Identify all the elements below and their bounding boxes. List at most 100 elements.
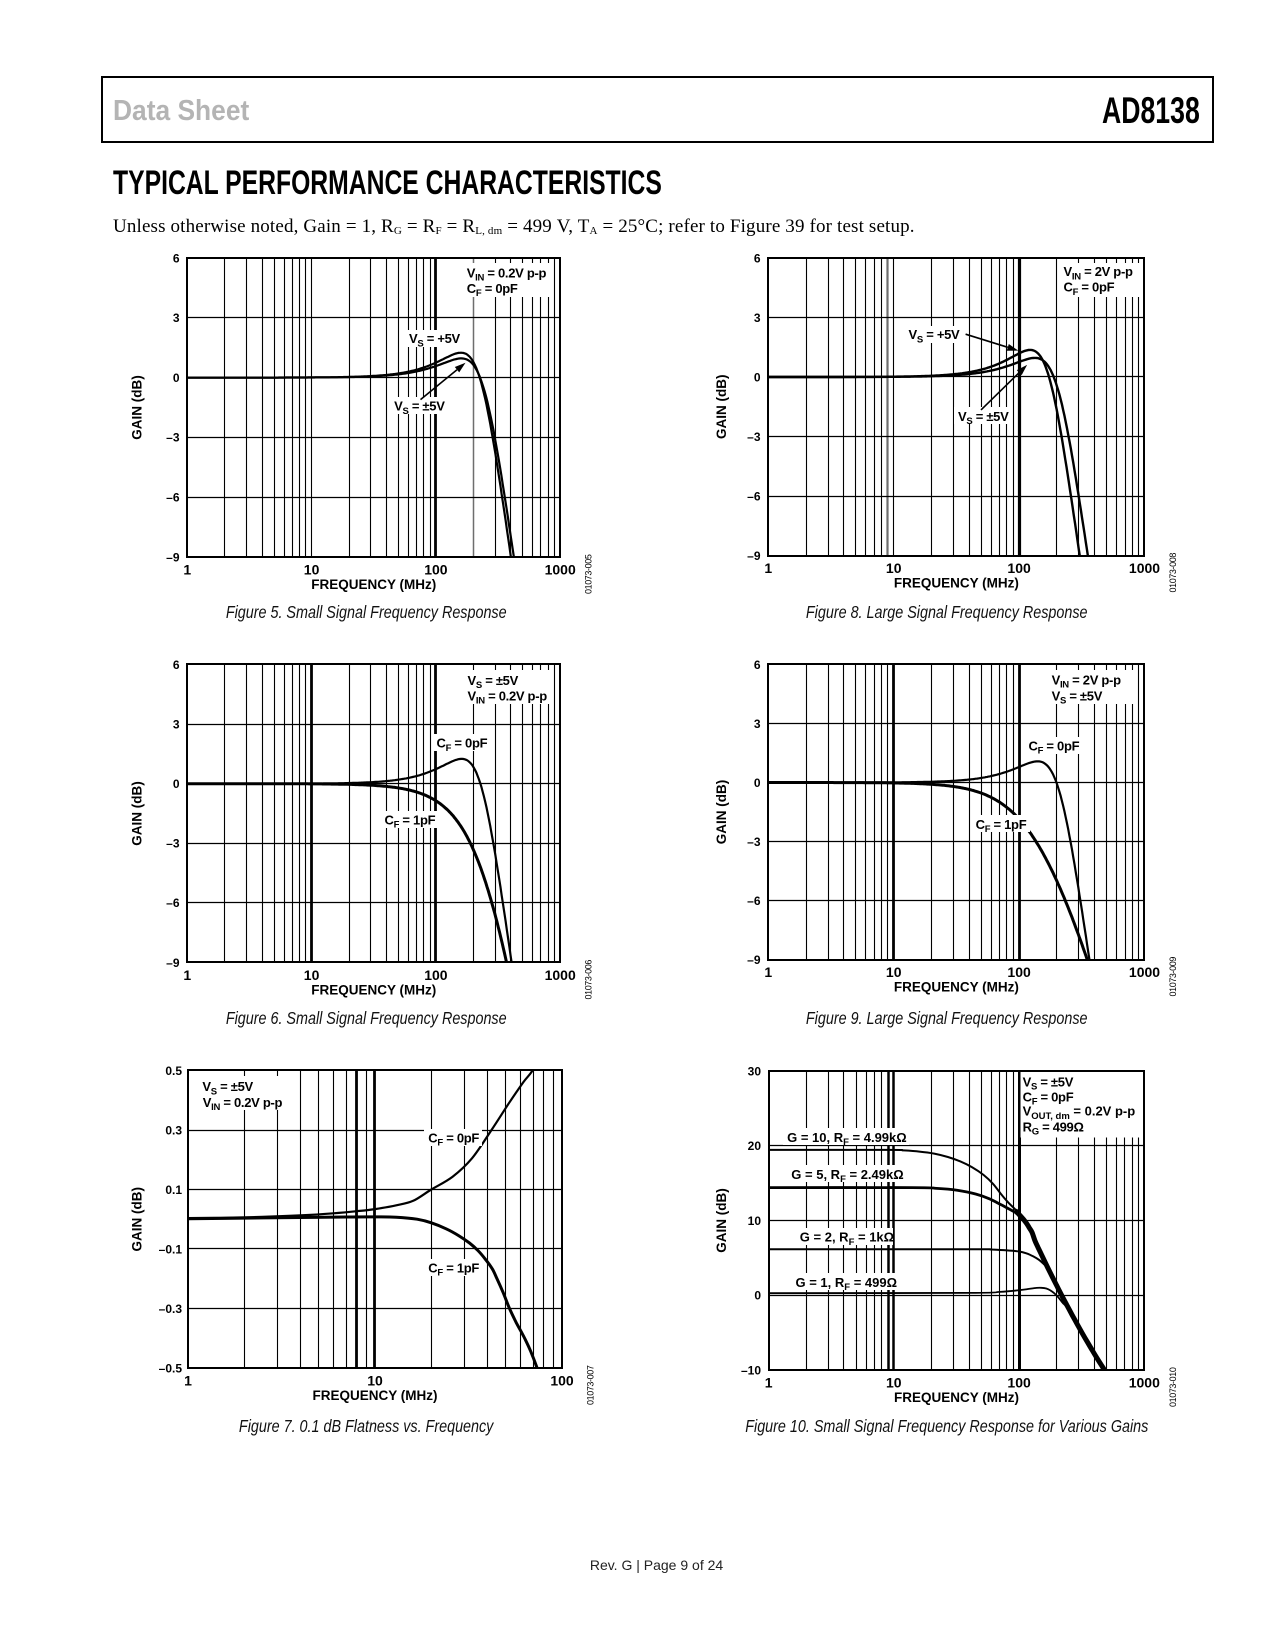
svg-text:1: 1 — [764, 964, 772, 980]
svg-text:–9: –9 — [747, 953, 761, 967]
svg-text:–0.5: –0.5 — [159, 1361, 183, 1375]
svg-text:0: 0 — [754, 776, 761, 790]
svg-text:VOUT, dm = 0.2V p-p: VOUT, dm = 0.2V p-p — [1023, 1104, 1136, 1122]
svg-text:1: 1 — [183, 967, 191, 983]
svg-text:10: 10 — [886, 964, 902, 980]
svg-text:10: 10 — [367, 1373, 383, 1389]
svg-text:1000: 1000 — [1129, 964, 1160, 980]
svg-text:VS = ±5V: VS = ±5V — [958, 409, 1009, 427]
svg-text:–0.3: –0.3 — [159, 1302, 183, 1316]
svg-text:3: 3 — [173, 311, 180, 325]
svg-text:0: 0 — [754, 370, 761, 384]
svg-text:GAIN (dB): GAIN (dB) — [714, 375, 729, 440]
svg-text:10: 10 — [304, 562, 320, 578]
svg-text:FREQUENCY (MHz): FREQUENCY (MHz) — [894, 980, 1019, 995]
svg-text:100: 100 — [424, 562, 448, 578]
svg-text:GAIN (dB): GAIN (dB) — [130, 781, 145, 846]
svg-text:–0.1: –0.1 — [159, 1242, 183, 1256]
svg-text:CF = 1pF: CF = 1pF — [385, 812, 436, 830]
svg-text:1000: 1000 — [1129, 1375, 1160, 1391]
svg-text:CF = 0pF: CF = 0pF — [1064, 280, 1115, 298]
svg-text:01073-005: 01073-005 — [584, 554, 594, 594]
svg-text:GAIN (dB): GAIN (dB) — [714, 780, 729, 845]
svg-text:0: 0 — [754, 1289, 761, 1303]
svg-text:1: 1 — [183, 562, 191, 578]
svg-text:6: 6 — [754, 251, 761, 265]
svg-text:GAIN (dB): GAIN (dB) — [714, 1188, 729, 1253]
svg-text:100: 100 — [1007, 1375, 1031, 1391]
svg-text:10: 10 — [886, 1375, 902, 1391]
svg-text:FREQUENCY (MHz): FREQUENCY (MHz) — [311, 983, 436, 998]
svg-text:–3: –3 — [747, 835, 761, 849]
svg-text:VIN = 2V p-p: VIN = 2V p-p — [1052, 672, 1121, 690]
svg-text:CF = 0pF: CF = 0pF — [437, 736, 488, 754]
svg-text:100: 100 — [424, 967, 448, 983]
svg-text:20: 20 — [748, 1139, 762, 1153]
svg-text:–9: –9 — [747, 549, 761, 563]
svg-text:01073-007: 01073-007 — [586, 1365, 596, 1405]
svg-text:0.5: 0.5 — [165, 1064, 182, 1078]
svg-text:VS = +5V: VS = +5V — [909, 327, 961, 345]
svg-text:1000: 1000 — [545, 967, 576, 983]
svg-text:–9: –9 — [166, 956, 180, 970]
svg-text:FREQUENCY (MHz): FREQUENCY (MHz) — [894, 576, 1019, 591]
svg-text:10: 10 — [886, 560, 902, 576]
svg-text:CF = 0pF: CF = 0pF — [467, 281, 518, 299]
svg-text:1: 1 — [764, 560, 772, 576]
svg-text:0.3: 0.3 — [165, 1123, 182, 1137]
svg-text:–6: –6 — [747, 489, 761, 503]
svg-text:G = 5, RF = 2.49kΩ: G = 5, RF = 2.49kΩ — [791, 1167, 903, 1185]
svg-text:VS = +5V: VS = +5V — [409, 331, 461, 349]
svg-text:VS = ±5V: VS = ±5V — [1023, 1075, 1074, 1093]
svg-text:FREQUENCY (MHz): FREQUENCY (MHz) — [312, 1388, 437, 1403]
svg-text:3: 3 — [754, 717, 761, 731]
svg-text:VS = ±5V: VS = ±5V — [468, 673, 519, 691]
svg-text:VS = ±5V: VS = ±5V — [202, 1079, 253, 1097]
svg-text:CF = 1pF: CF = 1pF — [976, 817, 1027, 835]
svg-text:0: 0 — [173, 777, 180, 791]
svg-text:FREQUENCY (MHz): FREQUENCY (MHz) — [894, 1390, 1019, 1405]
svg-text:1000: 1000 — [545, 562, 576, 578]
svg-text:RG = 499Ω: RG = 499Ω — [1023, 1120, 1084, 1138]
svg-text:VIN = 0.2V p-p: VIN = 0.2V p-p — [203, 1095, 283, 1113]
svg-text:100: 100 — [550, 1373, 574, 1389]
svg-text:–3: –3 — [166, 431, 180, 445]
svg-text:01073-009: 01073-009 — [1168, 957, 1178, 997]
svg-text:VIN = 2V p-p: VIN = 2V p-p — [1064, 264, 1133, 282]
svg-text:–3: –3 — [747, 430, 761, 444]
svg-text:–10: –10 — [741, 1363, 761, 1377]
svg-text:30: 30 — [748, 1064, 762, 1078]
svg-text:VIN = 0.2V p-p: VIN = 0.2V p-p — [468, 688, 548, 706]
svg-text:G = 1, RF = 499Ω: G = 1, RF = 499Ω — [796, 1275, 898, 1293]
svg-text:1: 1 — [765, 1375, 773, 1391]
svg-text:10: 10 — [748, 1214, 762, 1228]
svg-text:0: 0 — [173, 371, 180, 385]
svg-text:0.1: 0.1 — [165, 1183, 182, 1197]
svg-text:10: 10 — [304, 967, 320, 983]
svg-text:6: 6 — [754, 658, 761, 672]
svg-text:1000: 1000 — [1129, 560, 1160, 576]
svg-text:6: 6 — [173, 658, 180, 672]
svg-text:–6: –6 — [747, 894, 761, 908]
svg-text:CF = 0pF: CF = 0pF — [428, 1130, 479, 1148]
svg-text:–6: –6 — [166, 896, 180, 910]
svg-text:G = 2, RF = 1kΩ: G = 2, RF = 1kΩ — [800, 1230, 894, 1248]
svg-text:CF = 0pF: CF = 0pF — [1029, 739, 1080, 757]
svg-text:GAIN (dB): GAIN (dB) — [130, 1187, 145, 1252]
svg-text:–9: –9 — [166, 550, 180, 564]
svg-text:CF = 1pF: CF = 1pF — [428, 1260, 479, 1278]
svg-text:6: 6 — [173, 251, 180, 265]
svg-text:3: 3 — [754, 311, 761, 325]
svg-text:FREQUENCY (MHz): FREQUENCY (MHz) — [311, 577, 436, 592]
svg-text:100: 100 — [1007, 964, 1031, 980]
svg-text:01073-010: 01073-010 — [1168, 1367, 1178, 1407]
svg-text:100: 100 — [1007, 560, 1031, 576]
svg-text:G = 10, RF = 4.99kΩ: G = 10, RF = 4.99kΩ — [787, 1130, 907, 1148]
svg-text:VS = ±5V: VS = ±5V — [394, 399, 445, 417]
svg-text:1: 1 — [184, 1373, 192, 1389]
svg-text:01073-006: 01073-006 — [584, 960, 594, 1000]
svg-text:GAIN (dB): GAIN (dB) — [130, 375, 145, 440]
svg-text:–3: –3 — [166, 837, 180, 851]
svg-text:–6: –6 — [166, 491, 180, 505]
svg-text:CF = 0pF: CF = 0pF — [1023, 1090, 1074, 1108]
